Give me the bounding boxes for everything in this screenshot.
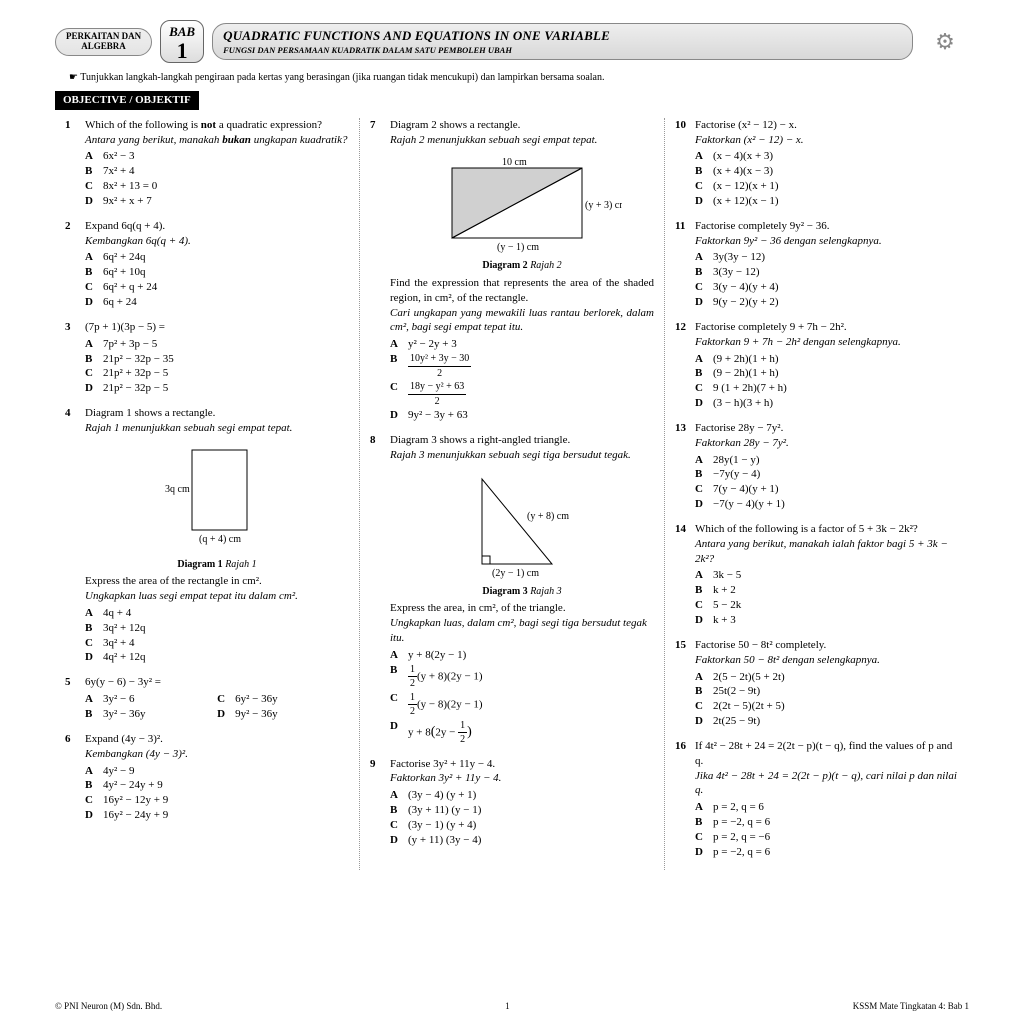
footer-right: KSSM Mate Tingkatan 4: Bab 1 [853, 1000, 969, 1012]
footer-left: © PNI Neuron (M) Sdn. Bhd. [55, 1000, 162, 1012]
question-1: 1 Which of the following is not a quadra… [65, 118, 349, 209]
column-2: 7 Diagram 2 shows a rectangle. Rajah 2 m… [360, 118, 665, 870]
instruction-text: Tunjukkan langkah-langkah pengiraan pada… [69, 71, 969, 85]
chapter-header: PERKAITAN DAN ALGEBRA BAB 1 QUADRATIC FU… [55, 20, 969, 63]
subject-pill: PERKAITAN DAN ALGEBRA [55, 28, 152, 56]
svg-text:(y + 3) cm: (y + 3) cm [585, 200, 622, 211]
question-2: 2 Expand 6q(q + 4). Kembangkan 6q(q + 4)… [65, 219, 349, 310]
question-5: 5 6y(y − 6) − 3y² = A3y² − 6 C6y² − 36y … [65, 675, 349, 722]
svg-text:(2y − 1) cm: (2y − 1) cm [492, 568, 539, 579]
question-11: 11 Factorise completely 9y² − 36. Faktor… [675, 219, 959, 310]
bab-number: 1 [169, 41, 195, 61]
question-8: 8 Diagram 3 shows a right-angled triangl… [370, 433, 654, 747]
question-3: 3 (7p + 1)(3p − 5) = A7p² + 3p − 5 B21p²… [65, 320, 349, 396]
question-14: 14 Which of the following is a factor of… [675, 522, 959, 628]
svg-text:10 cm: 10 cm [502, 157, 527, 168]
option-B: B7x² + 4 [85, 164, 349, 179]
column-3: 10 Factorise (x² − 12) − x. Faktorkan (x… [665, 118, 969, 870]
option-A: A6x² − 3 [85, 149, 349, 164]
diagram-1: 3q cm (q + 4) cm [85, 442, 349, 552]
column-1: 1 Which of the following is not a quadra… [55, 118, 360, 870]
footer-page-number: 1 [505, 1000, 510, 1012]
question-10: 10 Factorise (x² − 12) − x. Faktorkan (x… [675, 118, 959, 209]
question-15: 15 Factorise 50 − 8t² completely. Faktor… [675, 638, 959, 729]
title-my: FUNGSI DAN PERSAMAAN KUADRATIK DALAM SAT… [223, 45, 902, 56]
page-footer: © PNI Neuron (M) Sdn. Bhd. 1 KSSM Mate T… [55, 1000, 969, 1012]
dim-width: (q + 4) cm [199, 534, 241, 545]
question-6: 6 Expand (4y − 3)². Kembangkan (4y − 3)²… [65, 732, 349, 823]
option-C: C8x² + 13 = 0 [85, 179, 349, 194]
chapter-badge: BAB 1 [160, 20, 204, 63]
dim-height: 3q cm [165, 484, 190, 495]
question-columns: 1 Which of the following is not a quadra… [55, 118, 969, 870]
diagram-3: (y + 8) cm (2y − 1) cm [390, 469, 654, 579]
question-16: 16 If 4t² − 28t + 24 = 2(2t − p)(t − q),… [675, 739, 959, 860]
question-12: 12 Factorise completely 9 + 7h − 2h². Fa… [675, 320, 959, 411]
header-decoration-icon: ⚙ [921, 27, 969, 57]
title-en: QUADRATIC FUNCTIONS AND EQUATIONS IN ONE… [223, 27, 902, 45]
question-number: 1 [65, 118, 79, 209]
subject-line2: ALGEBRA [66, 42, 141, 52]
objective-heading: OBJECTIVE / OBJEKTIF [55, 91, 199, 110]
title-bar: QUADRATIC FUNCTIONS AND EQUATIONS IN ONE… [212, 23, 913, 60]
diagram-2: 10 cm (y + 3) cm (y − 1) cm [390, 153, 654, 253]
question-9: 9 Factorise 3y² + 11y − 4. Faktorkan 3y²… [370, 757, 654, 848]
question-13: 13 Factorise 28y − 7y². Faktorkan 28y − … [675, 421, 959, 512]
question-7: 7 Diagram 2 shows a rectangle. Rajah 2 m… [370, 118, 654, 423]
question-4: 4 Diagram 1 shows a rectangle. Rajah 1 m… [65, 406, 349, 665]
svg-text:(y − 1) cm: (y − 1) cm [497, 242, 539, 253]
option-D: D9x² + x + 7 [85, 194, 349, 209]
svg-text:(y + 8) cm: (y + 8) cm [527, 511, 569, 522]
